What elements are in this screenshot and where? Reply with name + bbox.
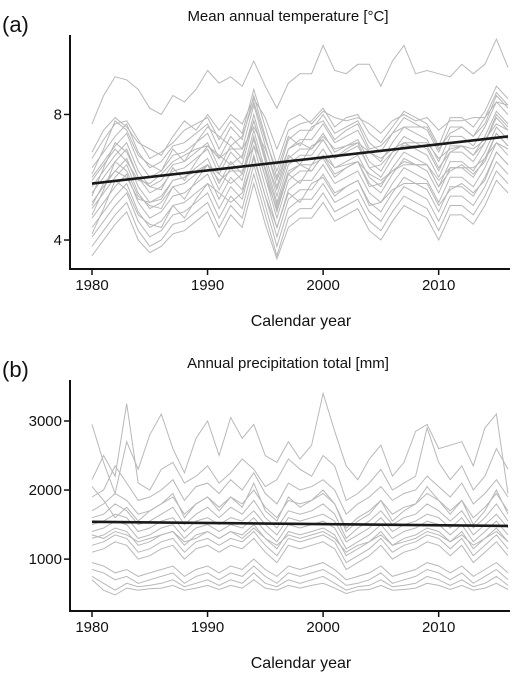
- panel-a-y-tick-label-4: 4: [54, 232, 62, 249]
- panel-a: (a) Mean annual temperature [°C] 48 1980…: [2, 8, 510, 330]
- panel-a-letter: (a): [2, 12, 29, 37]
- panel-b-station-line-5: [91, 499, 509, 540]
- panel-b-trend: [91, 520, 509, 528]
- panel-a-station-line-14: [91, 94, 509, 175]
- panel-b-station-line-14: [91, 579, 509, 596]
- panel-b-station-line-3: [91, 464, 509, 516]
- panel-b-station-line-6: [91, 510, 509, 543]
- panel-a-station-line-20: [91, 142, 509, 208]
- panel-a-x-ticks: 1980 1990 2000 2010: [75, 269, 455, 294]
- panel-a-x-tick-label-2000: 2000: [306, 277, 339, 294]
- panel-a-station-line-12: [91, 170, 509, 258]
- panel-a-x-tick-label-1980: 1980: [75, 277, 108, 294]
- panel-b-x-tick-label-1990: 1990: [191, 619, 224, 636]
- panel-a-station-line-1: [91, 37, 509, 125]
- panel-a-station-line-10: [91, 151, 509, 239]
- panel-b-station-line-9: [91, 530, 509, 564]
- panel-a-x-tick-label-2010: 2010: [422, 277, 455, 294]
- panel-b-station-line-11: [91, 558, 509, 581]
- panel-b-trend-line: [91, 520, 509, 528]
- panel-b: (b) Annual precipitation total [mm] 1000…: [2, 355, 510, 672]
- panel-b-y-tick-label-2000: 2000: [29, 482, 62, 499]
- panel-a-x-axis-label: Calendar year: [251, 313, 352, 330]
- panel-a-station-line-13: [91, 179, 509, 261]
- panel-a-station-line-5: [91, 110, 509, 198]
- panel-a-station-line-6: [91, 116, 509, 205]
- panel-b-letter: (b): [2, 357, 29, 382]
- panel-b-station-line-16: [91, 527, 509, 553]
- panel-b-station-line-12: [91, 565, 509, 586]
- panel-b-station-lines: [91, 391, 509, 596]
- panel-b-station-line-10: [91, 537, 509, 571]
- panel-b-y-ticks: 1000 2000 3000: [29, 413, 70, 568]
- panel-a-station-line-8: [91, 132, 509, 220]
- panel-b-station-line-1: [91, 391, 509, 496]
- panel-b-x-tick-label-1980: 1980: [75, 619, 108, 636]
- panel-b-station-line-2: [91, 403, 509, 502]
- panel-a-axes: [69, 35, 510, 270]
- panel-a-station-line-19: [91, 123, 509, 185]
- panel-b-y-tick-label-1000: 1000: [29, 551, 62, 568]
- panel-a-station-line-3: [91, 91, 509, 180]
- panel-a-station-line-16: [91, 132, 509, 216]
- panel-b-title: Annual precipitation total [mm]: [187, 355, 389, 372]
- panel-b-x-tick-label-2000: 2000: [306, 619, 339, 636]
- panel-a-y-ticks: 48: [54, 106, 70, 249]
- panel-a-station-line-17: [91, 151, 509, 235]
- panel-a-trend: [91, 135, 509, 185]
- panel-a-station-line-11: [91, 160, 509, 249]
- panel-a-station-lines: [91, 37, 509, 261]
- panel-b-x-tick-label-2010: 2010: [422, 619, 455, 636]
- panel-a-station-line-2: [91, 85, 509, 167]
- panel-a-title: Mean annual temperature [°C]: [187, 8, 388, 25]
- panel-a-station-line-9: [91, 141, 509, 230]
- panel-a-trend-line: [91, 135, 509, 185]
- panel-b-x-axis-label: Calendar year: [251, 655, 352, 672]
- panel-a-station-line-18: [91, 97, 509, 156]
- panel-b-station-line-13: [91, 572, 509, 591]
- panel-a-x-tick-label-1990: 1990: [191, 277, 224, 294]
- panel-b-station-line-15: [91, 481, 509, 533]
- panel-b-x-ticks: 1980 1990 2000 2010: [75, 611, 455, 636]
- panel-a-y-tick-label-8: 8: [54, 106, 62, 123]
- panel-b-axes: [69, 380, 510, 612]
- panel-b-y-tick-label-3000: 3000: [29, 413, 62, 430]
